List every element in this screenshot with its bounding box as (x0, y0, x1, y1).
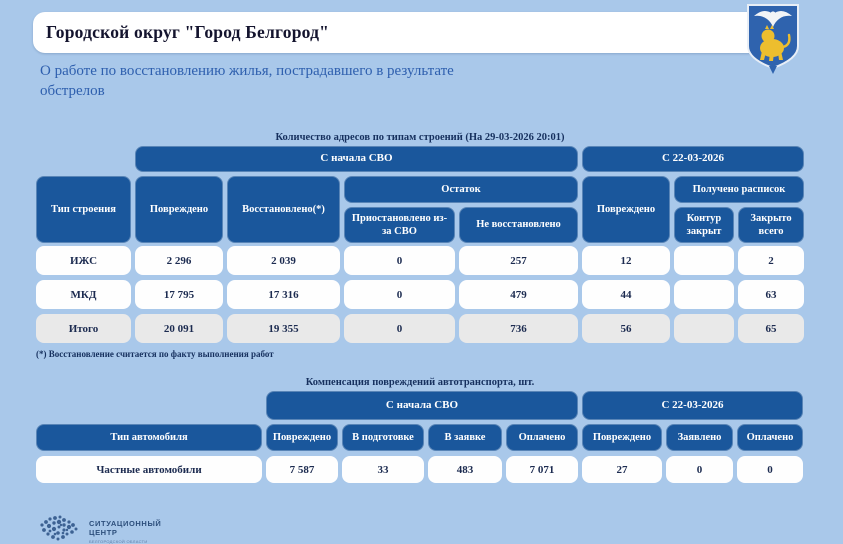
cell-contour-closed (674, 246, 734, 275)
col-header-in-preparation: В подготовке (342, 424, 424, 451)
cell-damaged: 2 296 (135, 246, 223, 275)
vehicles-header-row: Тип автомобиля Повреждено В подготовке В… (36, 424, 804, 451)
cell-damaged-since-date: 12 (582, 246, 670, 275)
buildings-group-row: С начала СВО С 22-03-2026 (36, 146, 804, 172)
group-spacer (36, 146, 131, 172)
cell-damaged: 7 587 (266, 456, 338, 483)
cell-paid-since-date: 0 (737, 456, 803, 483)
cell-damaged-since-date: 27 (582, 456, 662, 483)
cell-closed-total: 63 (738, 280, 804, 309)
col-header-receipts: Получено расписок (674, 176, 804, 203)
col-header-contour-closed: Контур закрыт (674, 207, 734, 243)
cell-suspended: 0 (344, 280, 455, 309)
row-label: ИЖС (36, 246, 131, 275)
cell-damaged-since-date: 56 (582, 314, 670, 343)
buildings-table-title: Количество адресов по типам строений (На… (275, 132, 565, 143)
cell-damaged: 20 091 (135, 314, 223, 343)
cell-closed-total: 2 (738, 246, 804, 275)
cell-paid: 7 071 (506, 456, 578, 483)
group-since-date: С 22-03-2026 (582, 146, 804, 172)
group-since-svo: С начала СВО (266, 391, 578, 420)
cell-in-request: 483 (428, 456, 502, 483)
situational-center-logo: СИТУАЦИОННЫЙ ЦЕНТР БЕЛГОРОДСКОЙ ОБЛАСТИ (36, 513, 161, 544)
buildings-header-row: Тип строения Повреждено Восстановлено(*)… (36, 176, 804, 243)
cell-not-restored: 257 (459, 246, 578, 275)
vehicles-table: Компенсация повреждений автотранспорта, … (36, 377, 804, 483)
vehicles-group-row: С начала СВО С 22-03-2026 (36, 391, 804, 420)
restoration-footnote: (*) Восстановление считается по факту вы… (36, 349, 274, 359)
cell-restored: 2 039 (227, 246, 340, 275)
page-title: Городской округ "Город Белгород" (46, 22, 330, 42)
group-spacer (36, 391, 262, 420)
vehicles-table-title: Компенсация повреждений автотранспорта, … (305, 377, 535, 388)
col-header-in-request: В заявке (428, 424, 502, 451)
cell-contour-closed (674, 280, 734, 309)
col-header-vehicle-type: Тип автомобиля (36, 424, 262, 451)
buildings-table: Количество адресов по типам строений (На… (36, 132, 804, 359)
cell-suspended: 0 (344, 246, 455, 275)
row-label: Итого (36, 314, 131, 343)
cell-not-restored: 479 (459, 280, 578, 309)
cell-contour-closed (674, 314, 734, 343)
col-header-building-type: Тип строения (36, 176, 131, 243)
col-header-damaged-since-date: Повреждено (582, 424, 662, 451)
col-header-suspended: Приостановлено из-за СВО (344, 207, 455, 243)
col-header-declared: Заявлено (666, 424, 733, 451)
logo-subtext: БЕЛГОРОДСКОЙ ОБЛАСТИ (89, 539, 148, 544)
eagle-icon (754, 10, 792, 27)
belgorod-coat-of-arms-icon (747, 4, 799, 74)
col-header-closed-total: Закрыто всего (738, 207, 804, 243)
col-header-remainder: Остаток (344, 176, 578, 203)
cell-restored: 17 316 (227, 280, 340, 309)
group-since-date: С 22-03-2026 (582, 391, 803, 420)
col-header-paid: Оплачено (506, 424, 578, 451)
logo-text-line2: ЦЕНТР (89, 528, 118, 538)
table-row-private-cars: Частные автомобили 7 587 33 483 7 071 27… (36, 456, 804, 483)
row-label: МКД (36, 280, 131, 309)
cell-suspended: 0 (344, 314, 455, 343)
col-header-paid-since-date: Оплачено (737, 424, 803, 451)
cell-not-restored: 736 (459, 314, 578, 343)
col-header-not-restored: Не восстановлено (459, 207, 578, 243)
col-header-damaged: Повреждено (135, 176, 223, 243)
col-header-damaged: Повреждено (266, 424, 338, 451)
cell-damaged-since-date: 44 (582, 280, 670, 309)
table-row-izhs: ИЖС 2 296 2 039 0 257 12 2 (36, 246, 804, 275)
cell-in-preparation: 33 (342, 456, 424, 483)
cell-damaged: 17 795 (135, 280, 223, 309)
page-header: Городской округ "Город Белгород" (33, 12, 794, 53)
row-label: Частные автомобили (36, 456, 262, 483)
page-subtitle: О работе по восстановлению жилья, постра… (40, 63, 454, 99)
col-header-damaged-since-date: Повреждено (582, 176, 670, 243)
cell-restored: 19 355 (227, 314, 340, 343)
lion-icon (760, 25, 791, 61)
table-row-total: Итого 20 091 19 355 0 736 56 65 (36, 314, 804, 343)
situational-center-map-icon (40, 515, 78, 541)
table-row-mkd: МКД 17 795 17 316 0 479 44 63 (36, 280, 804, 309)
group-since-svo: С начала СВО (135, 146, 578, 172)
col-header-restored: Восстановлено(*) (227, 176, 340, 243)
cell-declared: 0 (666, 456, 733, 483)
cell-closed-total: 65 (738, 314, 804, 343)
logo-text-line1: СИТУАЦИОННЫЙ (89, 519, 162, 528)
